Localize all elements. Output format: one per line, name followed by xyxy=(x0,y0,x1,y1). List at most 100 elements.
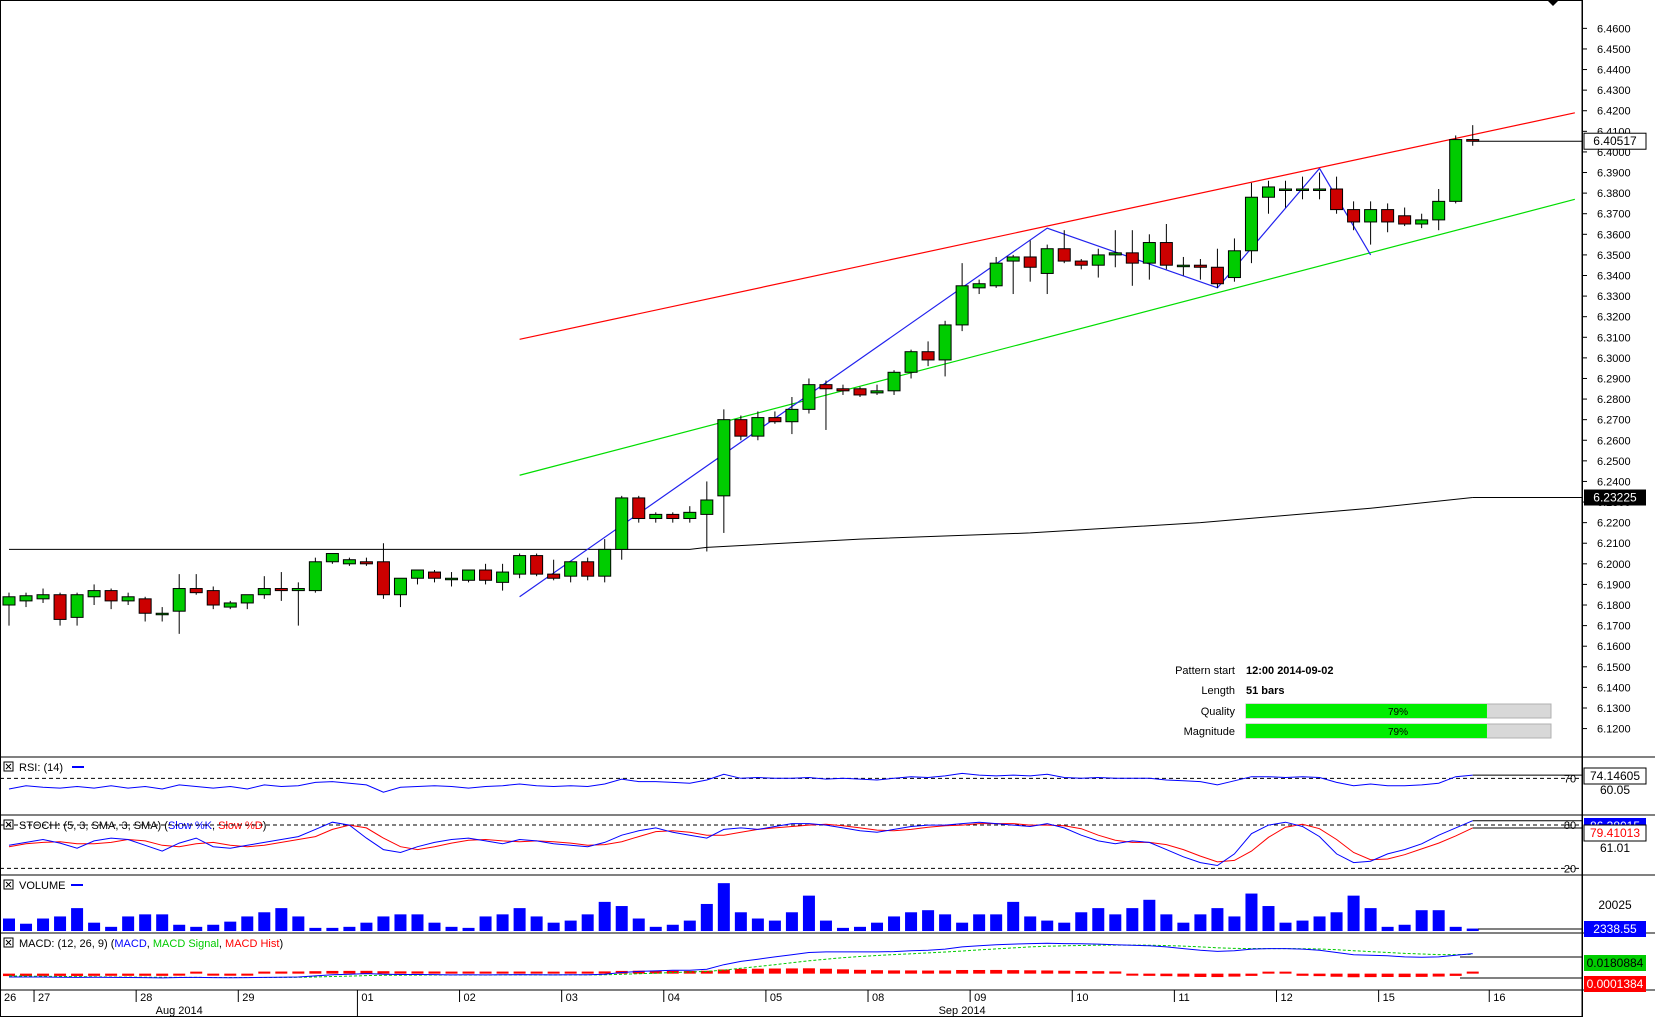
macd-hist-bar-42 xyxy=(717,969,730,974)
candle-body-57 xyxy=(972,283,986,289)
macd-hist-bar-60 xyxy=(1024,970,1037,974)
price-tick-label-31: 6.1500 xyxy=(1597,662,1631,674)
volume-bar-4 xyxy=(71,908,84,931)
stoch-d-line xyxy=(8,823,1473,863)
price-tick-label-34: 6.1200 xyxy=(1597,724,1631,736)
candle-body-53 xyxy=(904,351,918,373)
volume-bar-39 xyxy=(666,924,679,931)
volume-bar-68 xyxy=(1160,914,1173,931)
moving-average-line xyxy=(9,497,1582,550)
macd-value-label: 0.0180884 xyxy=(1587,956,1644,970)
candle-body-48 xyxy=(819,384,833,390)
candle-body-59 xyxy=(1006,256,1020,262)
volume-bar-46 xyxy=(785,912,798,931)
price-tick-label-19: 6.2700 xyxy=(1597,415,1631,427)
volume-bar-84 xyxy=(1432,910,1445,931)
candle-body-37 xyxy=(632,497,646,520)
volume-bar-64 xyxy=(1092,908,1105,931)
macd-value-box xyxy=(1584,955,1646,971)
price-tick-label-29: 6.1700 xyxy=(1597,621,1631,633)
x-day-label-7: 04 xyxy=(668,992,680,1004)
volume-bar-8 xyxy=(139,914,152,931)
x-day-label-14: 15 xyxy=(1383,992,1395,1004)
x-day-label-8: 05 xyxy=(770,992,782,1004)
macd-hist-bar-32 xyxy=(547,971,560,974)
macd-hist-bar-70 xyxy=(1194,973,1207,977)
candle-body-0 xyxy=(2,596,16,606)
volume-bar-24 xyxy=(411,914,424,931)
macd-hist-bar-17 xyxy=(292,971,305,974)
ma-polyline xyxy=(9,497,1473,550)
volume-bar-60 xyxy=(1024,916,1037,931)
macd-hist-bar-52 xyxy=(888,970,901,974)
volume-bar-23 xyxy=(394,914,407,931)
macd-title-sep1: , xyxy=(147,938,153,950)
macd-hist-bar-4 xyxy=(71,973,84,976)
x-day-label-2: 28 xyxy=(140,992,152,1004)
macd-title-sep2: , xyxy=(219,938,225,950)
macd-hist-bar-12 xyxy=(207,973,220,976)
macd-hist-bar-16 xyxy=(275,971,288,974)
stoch-d-value-label: 79.41013 xyxy=(1590,826,1640,840)
macd-hist-bar-72 xyxy=(1228,973,1241,977)
macd-hist-bar-1 xyxy=(20,973,33,976)
volume-bar-66 xyxy=(1126,908,1139,931)
price-tick-label-2: 6.4400 xyxy=(1597,65,1631,77)
volume-bar-28 xyxy=(479,916,492,931)
rsi-panel: RSI: (14) 70 60.05 74.14605 xyxy=(0,761,1647,797)
macd-hist-bar-43 xyxy=(734,968,747,974)
candle-body-58 xyxy=(989,262,1003,287)
macd-hist-bar-47 xyxy=(802,968,815,974)
macd-hist-bar-71 xyxy=(1211,973,1224,978)
macd-hist-bar-3 xyxy=(54,973,67,976)
volume-bar-73 xyxy=(1245,893,1258,931)
quality-bar-fill xyxy=(1246,704,1487,718)
volume-bar-41 xyxy=(700,903,713,931)
candle-body-22 xyxy=(376,561,390,596)
volume-bar-30 xyxy=(513,908,526,931)
macd-hist-bar-54 xyxy=(922,970,935,974)
volume-bar-49 xyxy=(836,927,849,931)
volume-bar-59 xyxy=(1007,901,1020,931)
scroll-marker-icon[interactable] xyxy=(1547,0,1559,6)
macd-hist-bar-14 xyxy=(241,973,254,976)
candle-body-16 xyxy=(274,588,288,592)
volume-bar-31 xyxy=(530,916,543,931)
volume-bar-50 xyxy=(854,926,866,931)
macd-signal-line xyxy=(8,944,1473,978)
x-day-label-15: 16 xyxy=(1493,992,1505,1004)
candle-body-19 xyxy=(325,553,339,563)
volume-bar-14 xyxy=(241,916,254,931)
candle-body-71 xyxy=(1210,266,1224,285)
candle-body-83 xyxy=(1415,219,1429,225)
candle-body-11 xyxy=(189,588,203,594)
stoch-title-close: ) xyxy=(263,820,267,832)
rsi-level-70-label: 70 xyxy=(1564,773,1576,785)
candle-body-72 xyxy=(1227,250,1241,279)
macd-hist-bar-27 xyxy=(462,971,475,974)
volume-bar-1 xyxy=(20,923,33,931)
volume-bar-29 xyxy=(496,914,509,931)
macd-close-icon-stroke-b xyxy=(5,939,12,946)
macd-hist-bar-76 xyxy=(1296,973,1309,976)
price-tick-label-1: 6.4500 xyxy=(1597,44,1631,56)
macd-main-line xyxy=(9,942,1473,979)
candle-body-44 xyxy=(751,417,765,437)
price-tick-label-30: 6.1600 xyxy=(1597,641,1631,653)
macd-hist-bar-51 xyxy=(871,970,884,974)
macd-hist-bar-38 xyxy=(649,970,662,974)
volume-bar-13 xyxy=(224,921,237,931)
macd-title-params: MACD: (12, 26, 9) xyxy=(19,938,108,950)
candle-body-27 xyxy=(462,569,476,581)
volume-bar-70 xyxy=(1194,914,1207,931)
macd-hist-bar-62 xyxy=(1058,970,1071,974)
candle-body-38 xyxy=(649,513,663,520)
ma-value-box xyxy=(1584,489,1646,506)
candle-body-10 xyxy=(172,588,186,612)
price-tick-label-4: 6.4200 xyxy=(1597,106,1631,118)
x-month-label-1: Sep 2014 xyxy=(939,1005,986,1017)
stoch-level-20-label: 20 xyxy=(1564,863,1576,875)
macd-hist-bar-37 xyxy=(632,970,645,974)
macd-signal-name: MACD Signal xyxy=(153,938,219,950)
